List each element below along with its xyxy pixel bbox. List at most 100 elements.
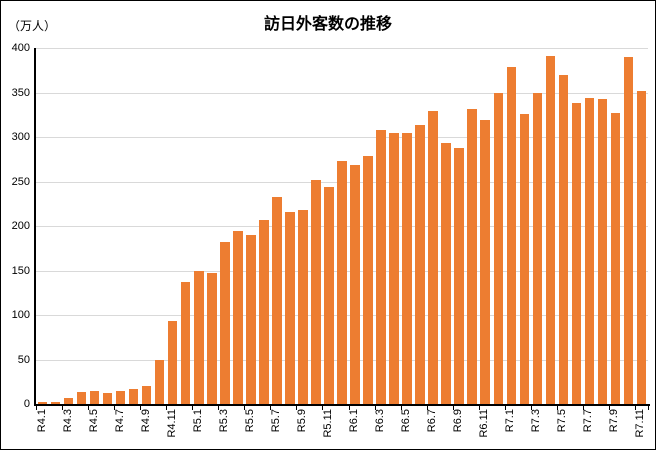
bar-R5.2 — [207, 272, 217, 404]
bar-R5.6 — [259, 219, 269, 404]
bar-R6.3 — [376, 129, 386, 404]
bar-R6.12 — [493, 93, 503, 404]
x-tick-label: R6.3 — [374, 409, 387, 433]
bar-R5.12 — [337, 160, 347, 404]
bar-R5.5 — [246, 235, 256, 404]
bar-R5.3 — [220, 242, 230, 404]
bar-R6.4 — [389, 133, 399, 404]
x-axis-tick — [114, 406, 116, 410]
y-tick-label: 150 — [11, 264, 30, 277]
x-tick-label: R6.5 — [400, 409, 413, 433]
x-tick-label: R5.5 — [243, 409, 256, 433]
x-axis-tick — [62, 406, 64, 410]
x-axis-tick — [504, 406, 506, 410]
bar-R5.9 — [298, 209, 308, 404]
bar-R7.1 — [506, 67, 517, 404]
x-tick-label: R5.3 — [217, 409, 230, 433]
bar-R4.11 — [167, 320, 178, 404]
x-axis-tick — [426, 406, 428, 410]
gridline — [36, 137, 648, 138]
x-axis-tick — [322, 406, 324, 410]
y-tick-label: 200 — [11, 220, 30, 232]
x-tick-label: R6.7 — [426, 409, 439, 433]
bar-R6.1 — [350, 164, 360, 404]
bar-R5.4 — [233, 230, 243, 404]
x-axis-tick — [452, 406, 454, 410]
bar-R4.7 — [115, 391, 126, 404]
x-axis-tick — [400, 406, 402, 410]
x-tick-label: R4.3 — [61, 409, 74, 433]
x-axis-tick — [166, 406, 168, 410]
y-tick-label: 0 — [23, 398, 30, 410]
x-axis-tick — [36, 406, 37, 410]
bar-R5.8 — [285, 212, 295, 404]
bar-R4.5 — [89, 390, 100, 404]
x-tick-label: R5.7 — [269, 409, 282, 433]
x-axis-tick — [192, 406, 194, 410]
bar-R4.6 — [102, 393, 113, 404]
bar-R7.6 — [571, 103, 582, 404]
x-tick-label: R4.1 — [35, 409, 48, 433]
x-axis-tick — [478, 406, 480, 410]
bar-R4.8 — [128, 388, 139, 404]
bar-R4.12 — [180, 282, 191, 404]
bar-R4.2 — [50, 402, 61, 404]
y-tick-label: 50 — [17, 353, 30, 366]
x-axis-tick — [296, 406, 298, 410]
x-tick-label: R4.11 — [165, 409, 178, 438]
bar-R7.3 — [532, 92, 543, 404]
y-tick-label: 300 — [11, 131, 30, 143]
x-tick-label: R4.5 — [87, 409, 100, 433]
bar-R7.2 — [519, 113, 530, 404]
x-tick-label: R7.9 — [608, 409, 621, 433]
bar-R4.4 — [76, 391, 87, 404]
bar-R6.7 — [428, 110, 438, 404]
x-tick-label: R7.7 — [582, 409, 595, 433]
x-tick-label: R5.1 — [191, 409, 204, 433]
bar-R5.1 — [194, 270, 204, 404]
bar-R7.11 — [636, 90, 647, 404]
y-tick-label: 250 — [11, 175, 30, 188]
x-axis-tick — [608, 406, 610, 410]
x-axis-tick — [374, 406, 376, 410]
bar-R7.7 — [584, 98, 595, 404]
x-axis-tick — [348, 406, 350, 410]
gridline — [36, 48, 648, 49]
bar-R6.10 — [467, 109, 477, 404]
bar-R7.5 — [558, 75, 569, 404]
x-axis-tick — [270, 406, 272, 410]
bar-R4.3 — [63, 398, 74, 404]
bar-R4.9 — [141, 385, 152, 404]
x-axis-tick — [530, 406, 532, 410]
x-tick-label: R6.1 — [348, 409, 361, 433]
bar-R6.2 — [363, 155, 373, 404]
x-axis-tick — [634, 406, 636, 410]
y-tick-label: 350 — [11, 86, 30, 99]
x-tick-label: R7.3 — [530, 409, 543, 433]
x-tick-label: R6.11 — [478, 409, 491, 438]
x-tick-label: R5.9 — [295, 409, 308, 433]
y-tick-label: 400 — [11, 42, 30, 54]
bar-R5.10 — [311, 179, 321, 404]
x-tick-label: R7.11 — [634, 409, 647, 438]
x-tick-label: R6.9 — [452, 409, 465, 433]
x-axis-line — [34, 404, 650, 406]
bar-R6.9 — [454, 148, 464, 404]
x-tick-label: R4.9 — [139, 409, 152, 433]
bar-R6.11 — [480, 120, 490, 404]
x-tick-label: R4.7 — [113, 409, 126, 433]
bar-R6.5 — [402, 133, 412, 404]
bar-R7.8 — [597, 98, 608, 404]
x-axis-tick — [582, 406, 584, 410]
bar-R7.4 — [545, 56, 556, 404]
chart-title: 訪日外客数の推移 — [263, 16, 392, 33]
x-axis-tick — [88, 406, 90, 410]
bar-R6.8 — [441, 142, 451, 404]
x-axis-tick — [244, 406, 246, 410]
bar-R5.7 — [272, 197, 282, 404]
x-axis-tick — [648, 406, 649, 410]
y-tick-label: 100 — [11, 309, 30, 321]
x-axis-tick — [140, 406, 142, 410]
y-axis-line — [34, 48, 36, 406]
